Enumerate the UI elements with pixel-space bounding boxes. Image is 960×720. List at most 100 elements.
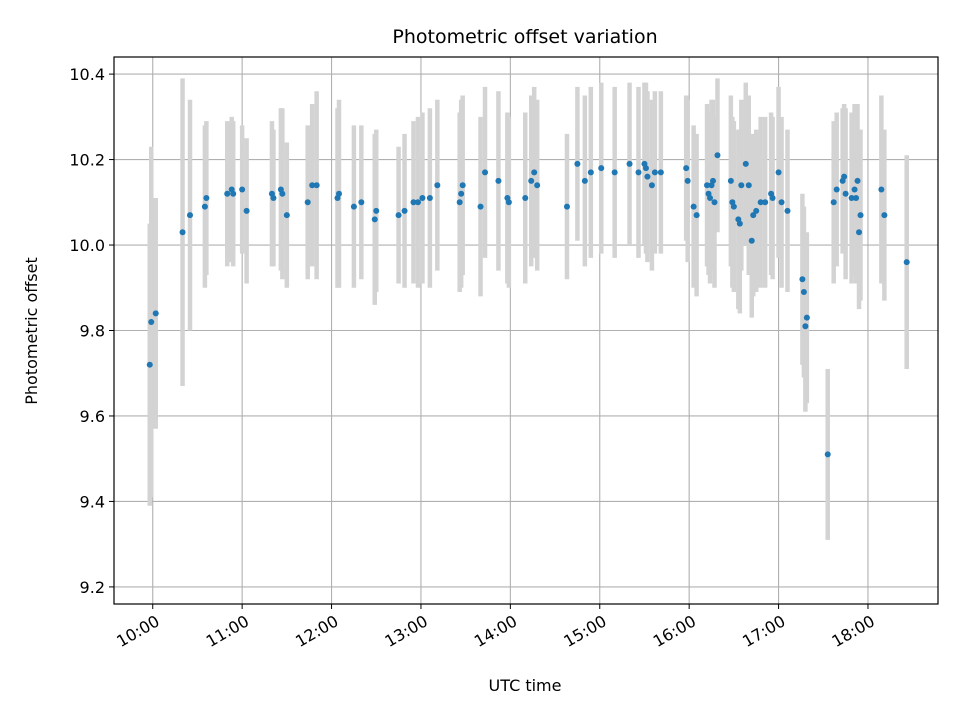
data-point (750, 212, 757, 219)
data-point (651, 169, 658, 176)
data-point (371, 216, 378, 223)
data-point (243, 207, 250, 214)
data-point (642, 165, 649, 172)
data-point (841, 173, 848, 180)
data-point (742, 160, 749, 167)
data-point (335, 190, 342, 197)
data-point (304, 199, 311, 206)
data-point (148, 318, 155, 325)
data-point (657, 169, 664, 176)
data-point (419, 195, 426, 202)
data-point (458, 190, 465, 197)
data-point (373, 207, 380, 214)
data-point (459, 182, 466, 189)
data-point (528, 177, 535, 184)
y-tick-label: 9.2 (80, 578, 105, 597)
data-point (395, 212, 402, 219)
data-point (522, 195, 529, 202)
data-point (730, 203, 737, 210)
data-point (350, 203, 357, 210)
data-point (762, 199, 769, 206)
data-point (203, 195, 210, 202)
data-point (711, 199, 718, 206)
data-point (401, 207, 408, 214)
data-point (531, 169, 538, 176)
data-point (201, 203, 208, 210)
y-tick-label: 9.4 (80, 492, 105, 511)
y-tick-label: 10.0 (69, 236, 105, 255)
data-point (778, 199, 785, 206)
data-point (775, 169, 782, 176)
data-point (611, 169, 618, 176)
data-point (707, 195, 714, 202)
data-point (833, 186, 840, 193)
data-point (574, 160, 581, 167)
y-tick-label: 9.6 (80, 407, 105, 426)
data-point (824, 451, 831, 458)
data-point (426, 195, 433, 202)
data-point (186, 212, 193, 219)
data-point (635, 169, 642, 176)
data-point (146, 361, 153, 368)
data-point (757, 199, 764, 206)
data-point (903, 259, 910, 266)
data-point (534, 182, 541, 189)
data-point (736, 220, 743, 227)
data-point (830, 199, 837, 206)
y-tick-label: 10.4 (69, 65, 105, 84)
data-point (799, 276, 806, 283)
data-point (684, 177, 691, 184)
data-point (704, 182, 711, 189)
data-point (727, 177, 734, 184)
data-point (851, 186, 858, 193)
data-point (505, 199, 512, 206)
data-point (648, 182, 655, 189)
data-point (854, 177, 861, 184)
data-point (270, 195, 277, 202)
data-point (482, 169, 489, 176)
x-axis-label: UTC time (489, 676, 562, 695)
data-point (714, 152, 721, 159)
data-point (802, 323, 809, 330)
data-point (152, 310, 159, 317)
data-point (224, 190, 231, 197)
data-point (598, 165, 605, 172)
chart-title: Photometric offset variation (392, 26, 657, 48)
data-point (644, 173, 651, 180)
data-point (803, 314, 810, 321)
data-point (800, 289, 807, 296)
data-point (857, 212, 864, 219)
data-point (842, 190, 849, 197)
data-point (179, 229, 186, 236)
y-tick-label: 10.2 (69, 151, 105, 170)
data-point (495, 177, 502, 184)
data-point (358, 199, 365, 206)
data-point (230, 190, 237, 197)
data-point (853, 195, 860, 202)
data-points (146, 152, 910, 458)
data-point (477, 203, 484, 210)
data-point (563, 203, 570, 210)
data-point (745, 182, 752, 189)
data-point (410, 199, 417, 206)
data-point (881, 212, 888, 219)
data-point (313, 182, 320, 189)
data-point (690, 203, 697, 210)
data-point (456, 199, 463, 206)
data-point (738, 182, 745, 189)
data-point (848, 195, 855, 202)
data-point (587, 169, 594, 176)
data-point (693, 212, 700, 219)
y-axis-label: Photometric offset (22, 257, 41, 405)
data-point (414, 199, 421, 206)
data-point (309, 182, 316, 189)
y-tick-label: 9.8 (80, 322, 105, 341)
data-point (283, 212, 290, 219)
data-point (434, 182, 441, 189)
data-point (878, 186, 885, 193)
data-point (784, 207, 791, 214)
data-point (753, 207, 760, 214)
data-point (683, 165, 690, 172)
data-point (710, 177, 717, 184)
